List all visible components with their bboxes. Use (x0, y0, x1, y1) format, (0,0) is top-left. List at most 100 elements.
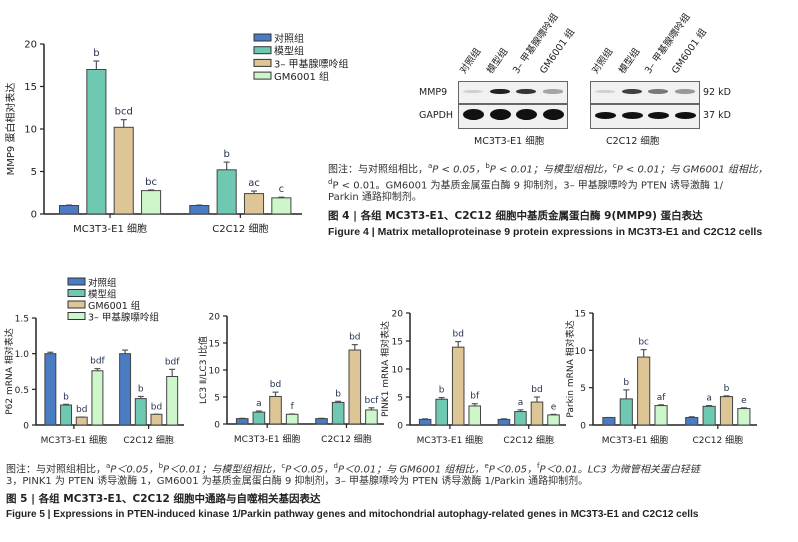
figure5-note-line1: 图注：与对照组相比，aP＜0.05，bP＜0.01；与模型组相比，cP＜0.05… (6, 458, 700, 478)
sig-mark: d (328, 178, 333, 186)
significance-label: ac (248, 178, 260, 189)
note-text: P＜0.01；与模型组相比， (163, 464, 282, 476)
bar-1 (58, 205, 80, 215)
y-axis-label: PINK1 mRNA 相对表达 (379, 321, 391, 417)
x-category-label: MC3T3-E1 细胞 (41, 434, 108, 446)
x-category-label: MC3T3-E1 细胞 (234, 433, 301, 445)
significance-label: e (741, 396, 747, 406)
significance-label: a (256, 399, 262, 409)
note-text: P＜0.05， (488, 464, 538, 476)
significance-label: e (551, 402, 557, 412)
note-text: 图注：与对照组相比， (6, 464, 106, 476)
y-tick-label: 15 (392, 338, 403, 348)
figure5-panel4-chart: 0 5 10 15 MC3T3-E1 细胞 b bc af C2C12 细胞 a b e Parkin … (564, 310, 757, 446)
bar-4 (654, 405, 668, 426)
figure4-note-line2: dP < 0.01。GM6001 为基质金属蛋白酶 9 抑制剂，3– 甲基腺嘌呤… (328, 174, 723, 194)
legend-swatch (253, 33, 272, 42)
significance-label: b (63, 392, 69, 402)
bar-3 (150, 413, 163, 426)
figure5-note-line2: 3，PINK1 为 PTEN 诱导激酶 1，GM6001 为基质金属蛋白酶 9 … (6, 476, 589, 487)
significance-label: bd (151, 402, 162, 412)
legend-label: 模型组 (274, 45, 304, 58)
gapdh-band (674, 112, 696, 119)
mmp9-band (674, 89, 695, 94)
significance-label: bd (349, 333, 360, 343)
bar-4 (737, 408, 751, 426)
bar-1 (119, 353, 132, 426)
bar-1 (602, 417, 616, 426)
bar-3 (75, 416, 88, 426)
note-text: P＜0.05， (110, 464, 159, 476)
gapdh-band (489, 109, 511, 120)
y-tick-label: 15 (209, 340, 220, 350)
significance-label: b (335, 389, 341, 399)
legend-swatch (253, 46, 272, 55)
gapdh-band (542, 109, 564, 120)
bar-3 (113, 126, 134, 215)
bar-2 (514, 411, 527, 426)
bar-3 (451, 346, 465, 426)
bar-2 (702, 405, 716, 426)
significance-label: a (518, 398, 524, 408)
sig-mark: c (281, 462, 286, 470)
gapdh-band (463, 109, 484, 120)
bar-3 (530, 401, 544, 426)
significance-label: bd (270, 380, 281, 390)
figure5-title-en: Figure 5 | Expressions in PTEN-induced k… (6, 509, 699, 520)
significance-label: bdf (165, 357, 180, 367)
legend-swatch (253, 71, 272, 80)
significance-label: c (279, 184, 285, 195)
legend-swatch (67, 312, 86, 320)
mmp9-band (595, 89, 615, 94)
legend-label: 对照组 (274, 32, 304, 45)
note-text: P < 0.01。GM6001 为基质金属蛋白酶 9 抑制剂，3– 甲基腺嘌呤为… (332, 180, 723, 192)
figure4-chart: 0 5 10 15 20 MC3T3-E1 细胞 b bcd bc C2C12 细胞 b ac c MMP… (4, 40, 302, 235)
note-text: P < 0.01；与 GM6001 组相比， (616, 164, 768, 176)
significance-label: bd (76, 405, 87, 415)
significance-label: bc (145, 177, 157, 188)
x-category-label: MC3T3-E1 细胞 (73, 222, 147, 235)
significance-label: bcf (365, 396, 380, 406)
bar-4 (365, 409, 378, 425)
note-text: P＜0.05， (285, 464, 334, 476)
mmp9-blot-strip (458, 81, 568, 104)
mmp9-band (621, 88, 642, 95)
y-tick-label: 10 (209, 367, 221, 377)
bar-1 (44, 353, 57, 426)
significance-label: a (706, 394, 712, 404)
x-category-label: C2C12 细胞 (692, 434, 743, 446)
y-tick-label: 5 (214, 394, 220, 404)
bar-4 (166, 375, 179, 426)
bar-2 (134, 398, 147, 426)
y-tick-label: 10 (24, 125, 37, 136)
note-text: P＜0.01；与 GM6001 组相比， (337, 464, 485, 476)
significance-label: b (138, 384, 144, 394)
bar-4 (547, 414, 560, 426)
y-tick-label: 20 (392, 310, 404, 320)
sig-mark: c (612, 162, 617, 170)
x-category-label: MC3T3-E1 细胞 (602, 434, 669, 446)
bar-3 (637, 356, 651, 426)
gapdh-band (516, 109, 537, 120)
significance-label: f (291, 402, 295, 412)
y-tick-label: 0 (31, 210, 37, 221)
y-axis-label: Parkin mRNA 相对表达 (564, 320, 576, 417)
bar-1 (315, 418, 328, 425)
bar-2 (252, 411, 266, 425)
y-tick-label: 10 (392, 366, 404, 376)
y-tick-label: 5 (31, 167, 37, 178)
bar-2 (331, 401, 345, 425)
significance-label: bf (470, 392, 480, 402)
sig-mark: a (106, 462, 111, 470)
legend-swatch (253, 58, 272, 67)
x-category-label: C2C12 细胞 (123, 434, 174, 446)
significance-label: bcd (115, 107, 133, 118)
sig-mark: f (537, 462, 540, 470)
figure4-title-en: Figure 4 | Matrix metalloproteinase 9 pr… (328, 226, 763, 238)
y-axis-label: MMP9 蛋白相对表达 (4, 83, 17, 176)
note-text: P < 0.01；与模型组相比， (489, 164, 613, 176)
y-tick-label: 5 (580, 384, 586, 394)
y-axis-label: P62 mRNA 相对表达 (3, 328, 15, 415)
